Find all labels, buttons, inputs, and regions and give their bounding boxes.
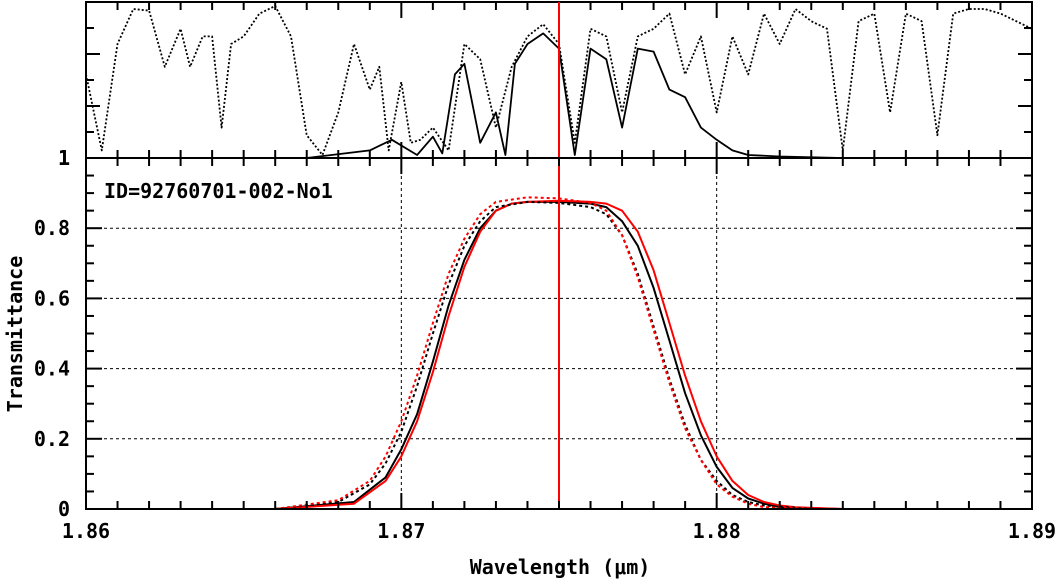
y-tick-label: 0.2 [34, 427, 70, 451]
x-tick-label: 1.87 [377, 519, 425, 543]
series-line-4 [149, 196, 969, 510]
y-tick-label: 1 [58, 146, 70, 170]
series-line-2 [149, 199, 969, 510]
grid-lines [86, 158, 1032, 509]
filter-series [149, 196, 969, 510]
x-axis-title: Wavelength (μm) [470, 555, 651, 579]
atmospheric-transmission-panel: 1 [58, 1, 1033, 170]
filter-id-annotation: ID=92760701-002-No1 [104, 179, 333, 203]
x-tick-label: 1.86 [62, 519, 110, 543]
x-tick-label: 1.89 [1008, 519, 1056, 543]
main-panel-ticks [85, 157, 1033, 510]
y-axis-title: Transmittance [3, 256, 27, 413]
upper-y-tick-label: 1 [58, 146, 70, 170]
filter-transmittance-panel: 0 0.2 0.4 0.6 0.8 1 1.86 1.87 1.88 1.89 ID=92760… [34, 2, 1056, 543]
y-tick-label: 0.8 [34, 216, 70, 240]
y-tick-label: 0.6 [34, 286, 70, 310]
y-tick-label: 0.4 [34, 357, 70, 381]
y-tick-label: 0 [58, 497, 70, 521]
y-tick-labels: 0 0.2 0.4 0.6 0.8 1 [34, 146, 70, 521]
series-line-3 [149, 200, 969, 510]
x-tick-labels: 1.86 1.87 1.88 1.89 [62, 519, 1056, 543]
atmosphere-line-1 [85, 5, 1033, 156]
x-tick-label: 1.88 [693, 519, 741, 543]
